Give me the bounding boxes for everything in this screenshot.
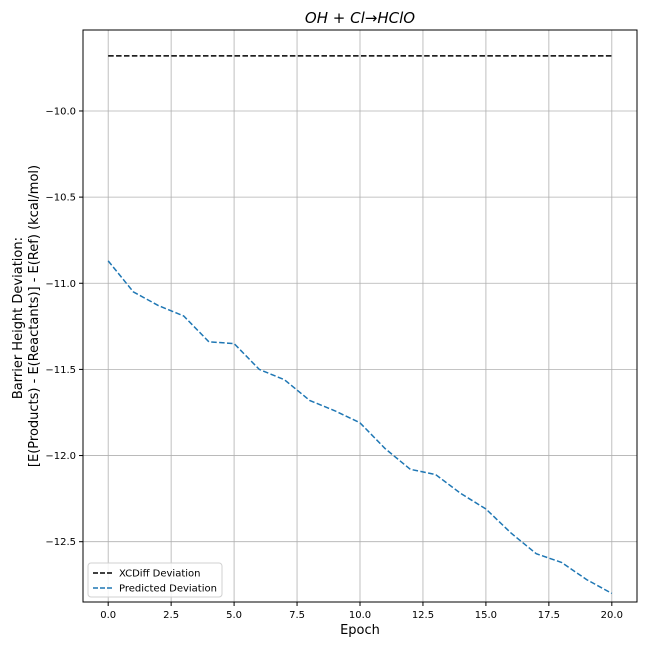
x-tick-label: 2.5: [163, 610, 179, 621]
x-axis-label: Epoch: [340, 623, 380, 638]
x-tick-label: 20.0: [601, 610, 623, 621]
x-tick-label: 12.5: [412, 610, 434, 621]
legend-label: XCDiff Deviation: [119, 569, 200, 580]
legend-label: Predicted Deviation: [119, 584, 217, 595]
legend-box: [87, 562, 223, 598]
y-axis-label-line2: [E(Products) - E(Reactants)] - E(Ref) (k…: [27, 165, 42, 467]
x-tick-label: 7.5: [289, 610, 305, 621]
x-tick-label: 10.0: [349, 610, 371, 621]
y-tick-label: −11.5: [45, 365, 76, 376]
y-axis-label: Barrier Height Deviation: [E(Products) -…: [11, 165, 42, 467]
x-tick-label: 17.5: [538, 610, 560, 621]
chart-title: OH + Cl→HClO: [305, 9, 415, 27]
legend: XCDiff Deviation Predicted Deviation: [87, 562, 223, 598]
y-tick-label: −12.5: [45, 537, 76, 548]
predicted-deviation-line: [107, 260, 613, 595]
y-tick-label: −10.5: [45, 193, 76, 204]
x-tick-label: 15.0: [475, 610, 497, 621]
x-tick-label: 5.0: [226, 610, 242, 621]
y-tick-label: −10.0: [45, 106, 76, 117]
y-axis-label-line1: Barrier Height Deviation:: [11, 237, 26, 399]
y-tick-label: −11.0: [45, 279, 76, 290]
y-tick-label: −12.0: [45, 451, 76, 462]
x-tick-label: 0.0: [100, 610, 116, 621]
